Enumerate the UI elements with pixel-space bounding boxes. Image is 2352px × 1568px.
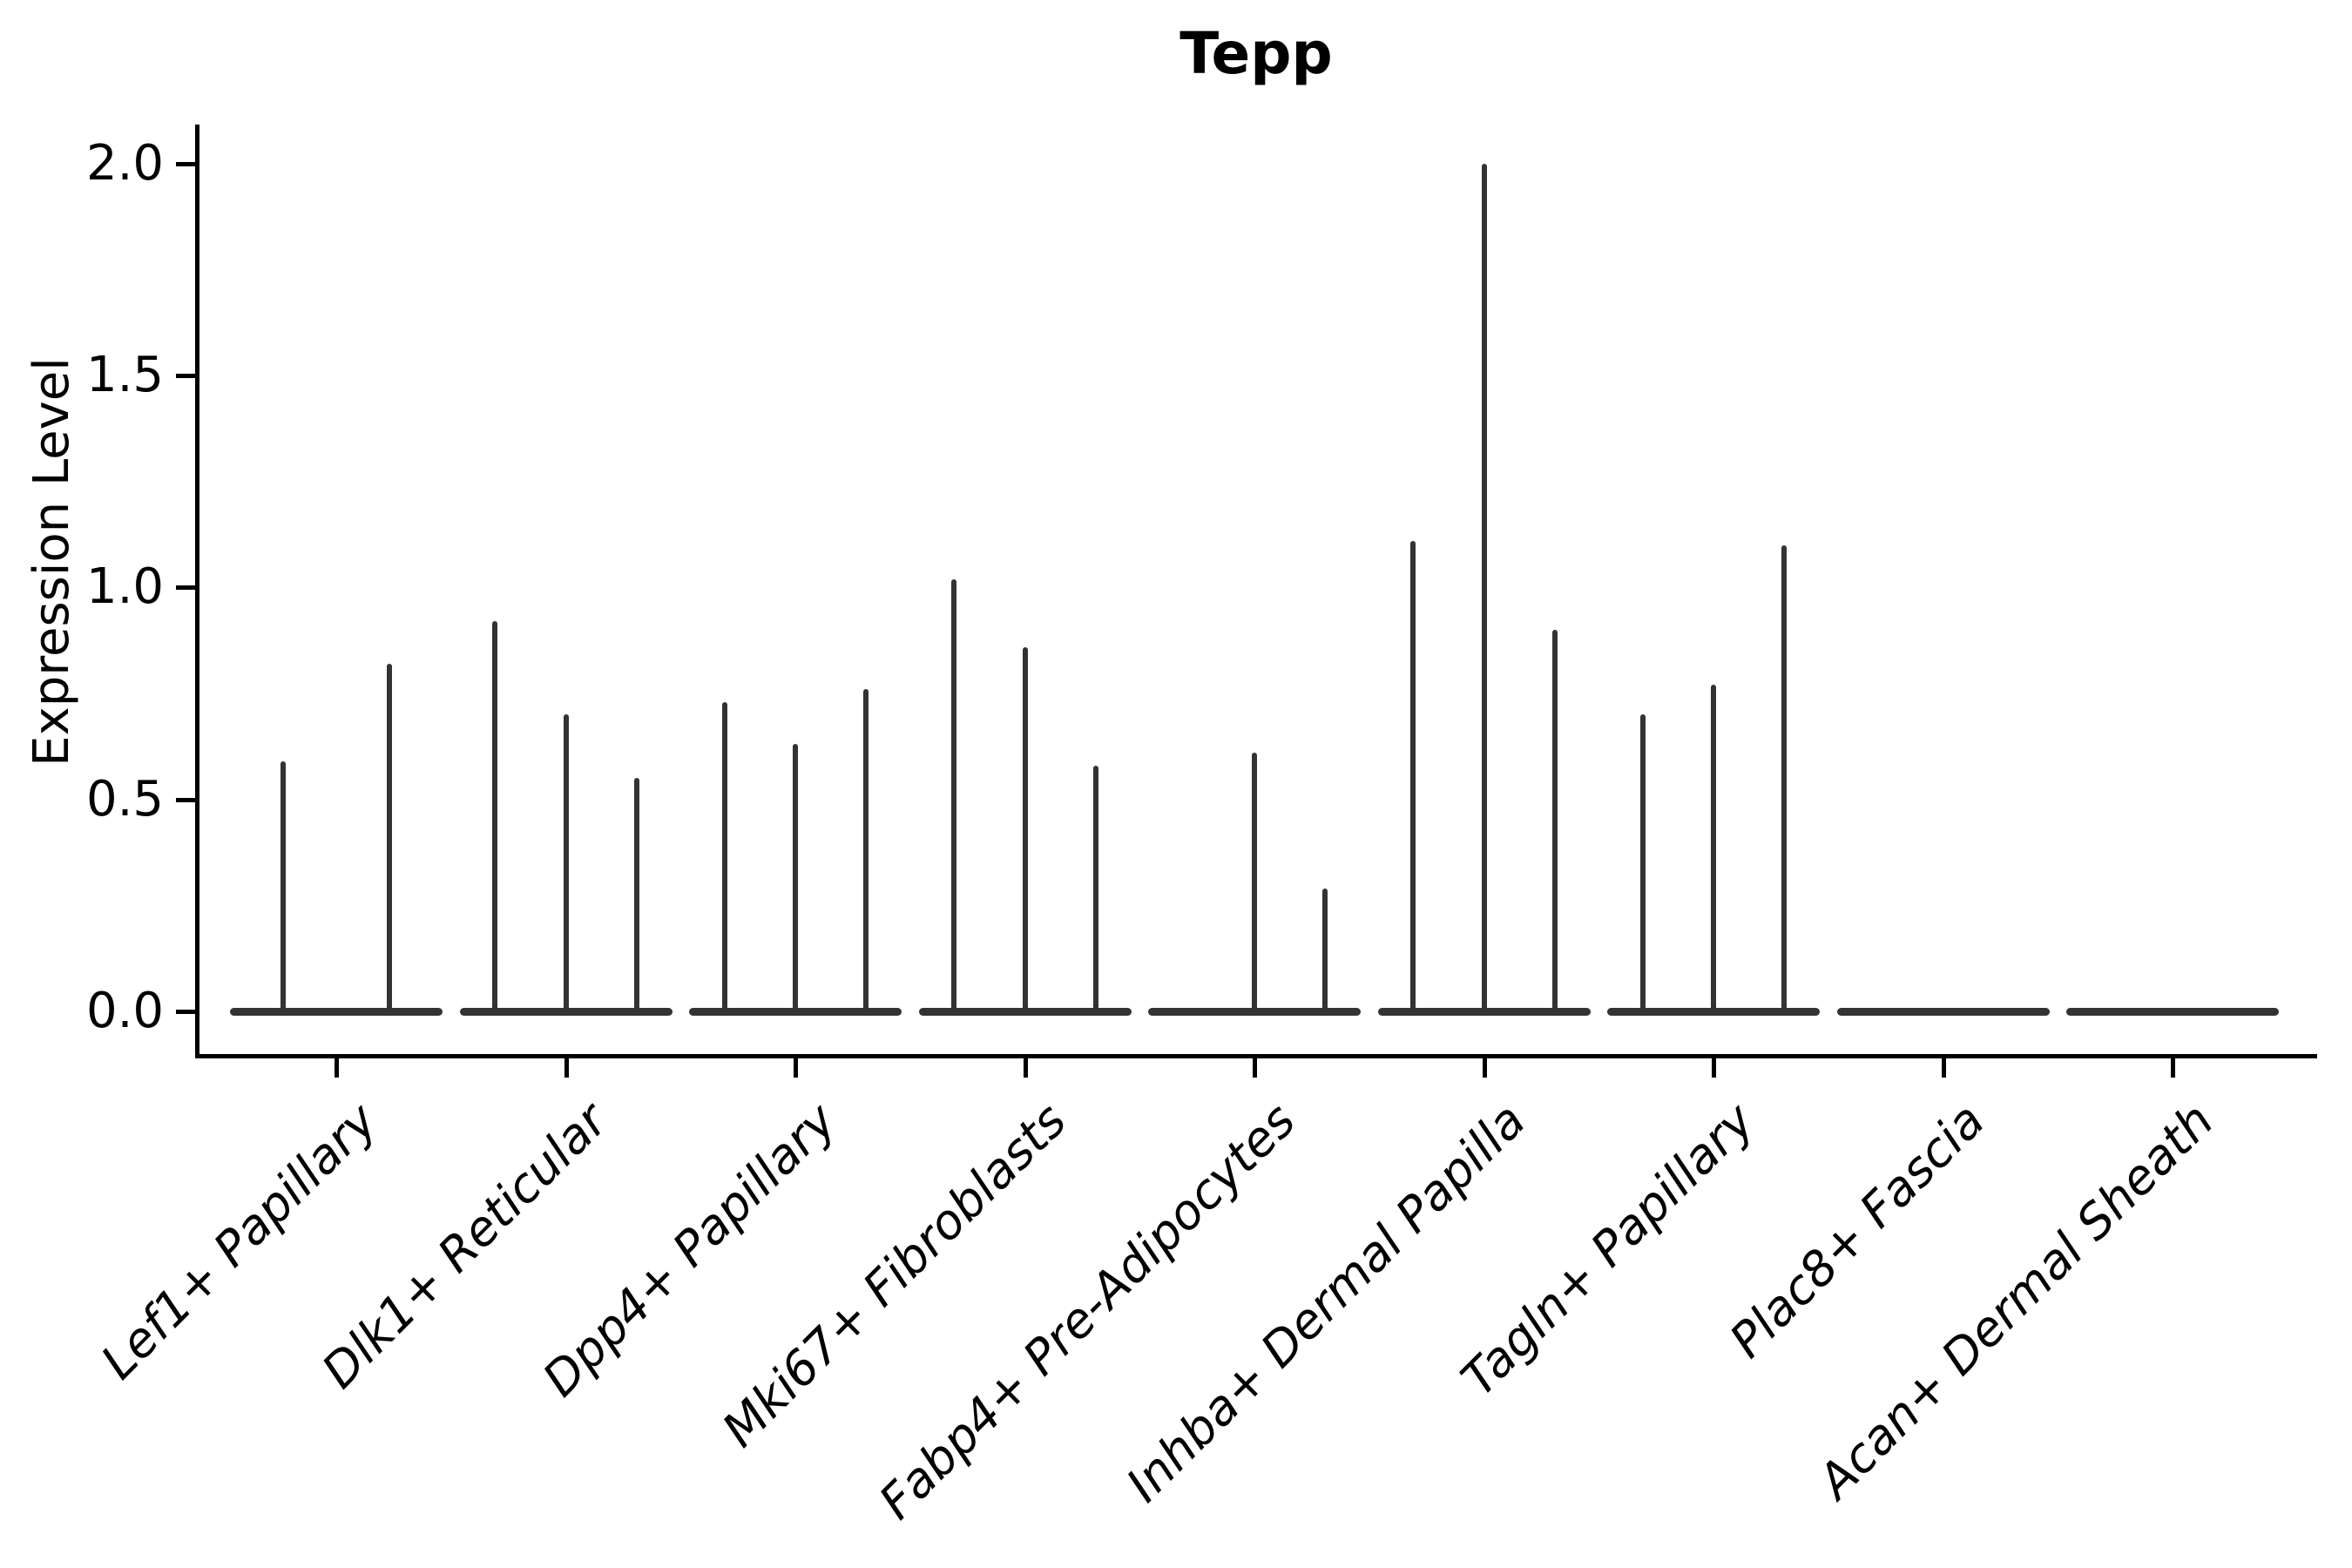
violin-spike [1322, 888, 1328, 1013]
violin-spike [280, 760, 286, 1013]
violin-spike [1252, 753, 1257, 1013]
x-tick [794, 1058, 798, 1078]
violin-spike [563, 714, 569, 1013]
violin-baseline [230, 1008, 443, 1016]
x-tick [1482, 1058, 1487, 1078]
y-tick-label: 0.0 [85, 983, 164, 1039]
y-tick [176, 797, 195, 802]
y-tick-label: 0.5 [85, 770, 164, 828]
x-tick [1253, 1058, 1257, 1078]
y-tick [176, 585, 195, 591]
x-tick [1941, 1058, 1946, 1078]
violin-spike [1022, 646, 1028, 1013]
y-tick-label: 2.0 [85, 134, 164, 192]
violin-spike [863, 689, 869, 1013]
x-tick [335, 1058, 339, 1078]
violin-spike [1481, 163, 1487, 1013]
violin-spike [1410, 540, 1416, 1013]
violin-spike [387, 663, 392, 1013]
y-tick [176, 161, 195, 166]
y-tick-label: 1.5 [85, 347, 164, 404]
x-tick [564, 1058, 569, 1078]
violin-spike [492, 621, 498, 1013]
violin-baseline [2066, 1008, 2279, 1016]
violin-spike [1551, 630, 1558, 1013]
violin-spike [1092, 765, 1098, 1013]
violin-spike [633, 778, 639, 1013]
violin-baseline [1836, 1008, 2050, 1016]
y-tick-label: 1.0 [85, 558, 164, 616]
x-tick [1712, 1058, 1716, 1078]
y-tick [176, 1010, 195, 1014]
violin-spike [1711, 685, 1716, 1013]
violin-spike [721, 701, 727, 1013]
violin-spike [1781, 544, 1788, 1013]
y-axis-spine [195, 125, 199, 1058]
violin-spike [1639, 714, 1646, 1013]
violin-spike [793, 744, 798, 1013]
violin-spike [951, 578, 957, 1013]
chart-title: Tepp [1179, 20, 1333, 87]
x-tick [2171, 1058, 2175, 1078]
y-tick [176, 374, 195, 379]
x-axis-spine [195, 1054, 2317, 1058]
x-tick [1023, 1058, 1028, 1078]
